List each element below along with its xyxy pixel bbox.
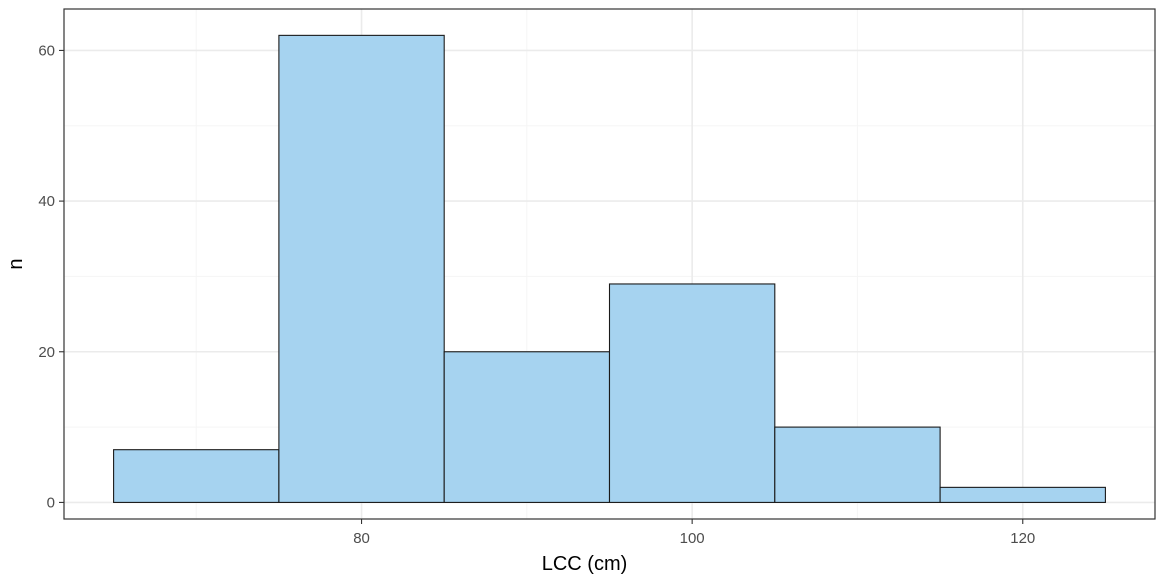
histogram-bar [443,351,611,503]
y-tick-label: 20 [38,344,55,361]
histogram-bar [278,34,445,503]
y-tick-label: 60 [38,42,55,59]
bar-layer [113,34,1106,503]
y-axis-title: n [5,258,27,269]
x-axis-title: LCC (cm) [542,553,628,575]
tick-layer: 80 100 120 0 20 40 60 [38,42,1035,547]
y-tick-label: 40 [38,193,55,210]
x-tick-label: 100 [680,530,705,547]
histogram-bar [939,486,1106,503]
x-tick-label: 120 [1010,530,1035,547]
panel-border [63,8,1156,520]
histogram-bar [608,283,776,503]
histogram-bar [774,426,941,503]
x-tick-label: 80 [353,530,370,547]
histogram-bar [113,449,280,503]
y-tick-label: 0 [47,494,55,511]
